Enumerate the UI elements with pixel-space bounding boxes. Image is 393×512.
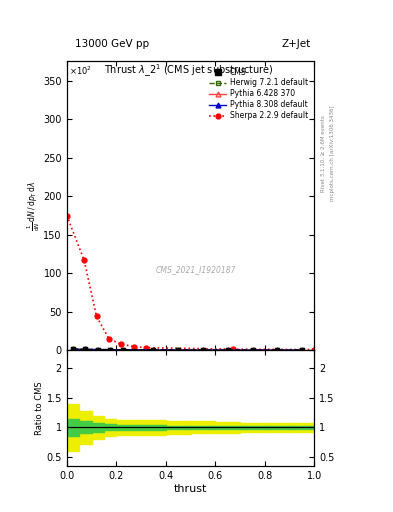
X-axis label: thrust: thrust — [174, 483, 207, 494]
Text: CMS_2021_I1920187: CMS_2021_I1920187 — [155, 265, 236, 274]
Text: Rivet 3.1.10, ≥ 2.6M events: Rivet 3.1.10, ≥ 2.6M events — [320, 115, 325, 192]
Text: mcplots.cern.ch [arXiv:1306.3436]: mcplots.cern.ch [arXiv:1306.3436] — [330, 106, 335, 201]
Text: 13000 GeV pp: 13000 GeV pp — [75, 38, 149, 49]
Text: $\times10^{2}$: $\times10^{2}$ — [69, 65, 92, 77]
Text: Z+Jet: Z+Jet — [281, 38, 310, 49]
Y-axis label: $\frac{1}{\mathrm{d}N}\,\mathrm{d}N\,/\,\mathrm{d}p_\mathrm{T}\,\mathrm{d}\lambd: $\frac{1}{\mathrm{d}N}\,\mathrm{d}N\,/\,… — [26, 181, 42, 231]
Y-axis label: Ratio to CMS: Ratio to CMS — [35, 381, 44, 435]
Text: Thrust $\lambda\_2^1$ (CMS jet substructure): Thrust $\lambda\_2^1$ (CMS jet substruct… — [104, 63, 274, 79]
Legend: CMS, Herwig 7.2.1 default, Pythia 6.428 370, Pythia 8.308 default, Sherpa 2.2.9 : CMS, Herwig 7.2.1 default, Pythia 6.428 … — [207, 65, 310, 122]
